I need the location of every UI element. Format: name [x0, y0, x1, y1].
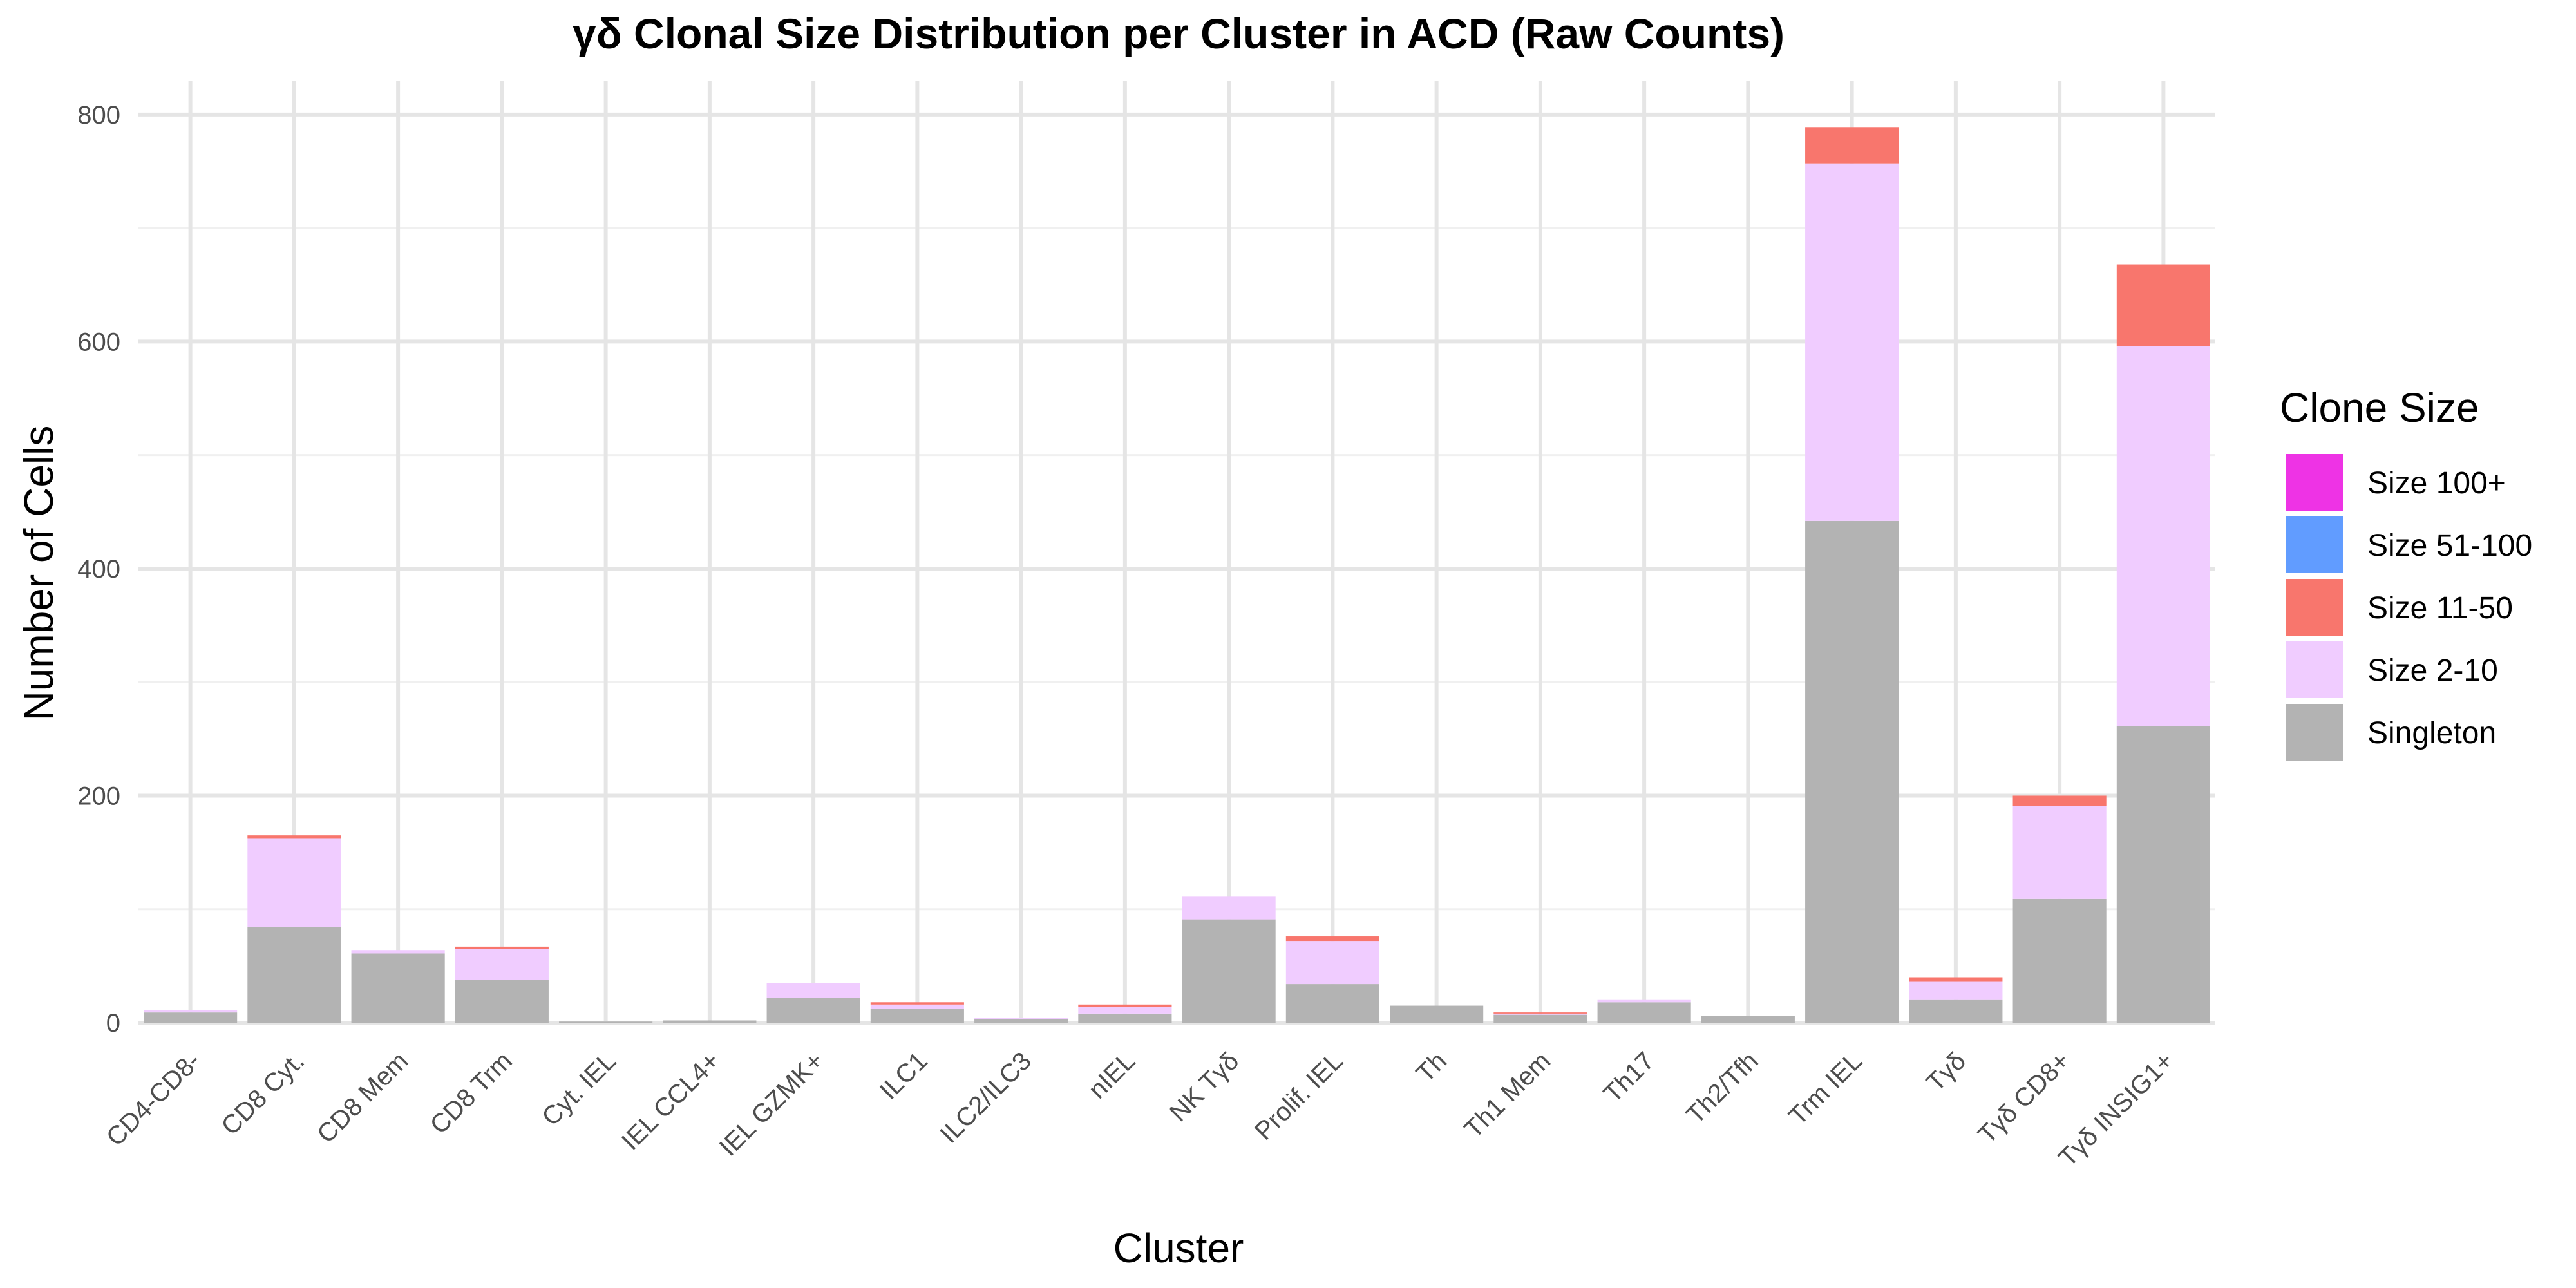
y-axis-title: Number of Cells: [15, 426, 62, 721]
bar-singleton-2: [351, 953, 445, 1023]
x-tick-label: Tγδ: [1921, 1046, 1971, 1097]
bar-size-2-10-19: [2116, 346, 2210, 726]
bar-singleton-0: [144, 1012, 238, 1023]
x-tick-label: nIEL: [1083, 1046, 1141, 1104]
bars: [144, 127, 2210, 1023]
y-axis-ticks: 0 200 400 600 800: [77, 101, 120, 1037]
legend: Clone Size Size 100+ Size 51-100 Size 11-5…: [2280, 384, 2532, 761]
bar-size-11-50-17: [1909, 977, 2003, 982]
bar-size-11-50-9: [1078, 1004, 1172, 1007]
legend-label: Size 2-10: [2367, 654, 2498, 688]
bar-size-11-50-1: [247, 835, 341, 839]
bar-size-2-10-2: [351, 950, 445, 954]
bar-singleton-14: [1597, 1002, 1691, 1023]
bar-singleton-3: [455, 980, 549, 1023]
legend-label: Singleton: [2367, 716, 2496, 750]
y-tick-label: 600: [77, 328, 120, 356]
y-tick-label: 400: [77, 555, 120, 583]
chart-title: γδ Clonal Size Distribution per Cluster …: [573, 10, 1785, 57]
bar-size-11-50-3: [455, 946, 549, 949]
bar-singleton-6: [766, 998, 860, 1023]
bar-size-11-50-7: [870, 1002, 964, 1005]
y-tick-label: 800: [77, 101, 120, 129]
bar-size-2-10-8: [974, 1018, 1068, 1019]
bar-size-2-10-17: [1909, 981, 2003, 1000]
bar-singleton-7: [870, 1009, 964, 1023]
bar-singleton-13: [1493, 1014, 1587, 1023]
legend-swatch-size-100-: [2286, 454, 2343, 511]
bar-size-11-50-18: [2012, 795, 2107, 806]
bar-singleton-4: [559, 1021, 653, 1023]
x-axis-ticks: CD4-CD8- CD8 Cyt. CD8 Mem CD8 Trm Cyt. IELIE…: [101, 1046, 2179, 1172]
legend-label: Size 11-50: [2367, 591, 2513, 625]
bar-singleton-18: [2012, 898, 2107, 1023]
x-tick-label: CD8 Cyt.: [216, 1046, 310, 1141]
bar-size-2-10-3: [455, 949, 549, 980]
bar-singleton-1: [247, 927, 341, 1023]
legend-swatch-size-2-10: [2286, 641, 2343, 698]
bar-singleton-9: [1078, 1013, 1172, 1023]
x-tick-label: ILC1: [875, 1046, 933, 1105]
bar-size-2-10-10: [1182, 896, 1276, 920]
legend-swatch-size-11-50: [2286, 579, 2343, 636]
bar-size-2-10-13: [1493, 1013, 1587, 1015]
x-tick-label: IEL CCL4+: [616, 1046, 725, 1155]
bar-size-11-50-16: [1805, 127, 1899, 164]
y-tick-label: 0: [106, 1009, 120, 1037]
bar-singleton-10: [1182, 919, 1276, 1023]
bar-size-2-10-11: [1285, 941, 1379, 985]
y-tick-label: 200: [77, 782, 120, 810]
bar-size-11-50-13: [1493, 1012, 1587, 1014]
bar-size-2-10-18: [2012, 806, 2107, 899]
legend-title: Clone Size: [2280, 384, 2479, 431]
x-tick-label: NK Tγδ: [1164, 1046, 1245, 1127]
x-tick-label: Th: [1411, 1046, 1452, 1088]
bar-size-2-10-1: [247, 838, 341, 927]
bar-size-2-10-7: [870, 1004, 964, 1009]
x-tick-label: CD4-CD8-: [101, 1046, 206, 1151]
x-tick-label: Cyt. IEL: [536, 1046, 621, 1132]
bar-size-2-10-0: [144, 1010, 238, 1013]
grid-lines: [138, 80, 2215, 1025]
x-tick-label: CD8 Mem: [312, 1046, 413, 1148]
bar-size-11-50-19: [2116, 264, 2210, 346]
bar-singleton-11: [1285, 984, 1379, 1023]
x-tick-label: IEL GZMK+: [714, 1046, 829, 1162]
legend-swatch-size-51-100: [2286, 516, 2343, 573]
legend-label: Size 100+: [2367, 466, 2506, 500]
x-tick-label: Th17: [1598, 1046, 1660, 1108]
bar-singleton-15: [1701, 1016, 1795, 1023]
x-tick-label: Trm IEL: [1783, 1046, 1868, 1131]
bar-singleton-8: [974, 1019, 1068, 1023]
bar-singleton-17: [1909, 999, 2003, 1023]
bar-singleton-5: [663, 1020, 757, 1023]
bar-size-2-10-16: [1805, 163, 1899, 521]
legend-swatch-singleton: [2286, 704, 2343, 761]
x-tick-label: Prolif. IEL: [1249, 1046, 1349, 1146]
x-tick-label: Tγδ CD8+: [1973, 1046, 2075, 1149]
plot-panel: [138, 80, 2215, 1023]
x-tick-label: Th1 Mem: [1459, 1046, 1557, 1144]
bar-size-2-10-9: [1078, 1007, 1172, 1014]
legend-label: Size 51-100: [2367, 529, 2532, 563]
bar-size-2-10-6: [766, 983, 860, 998]
x-tick-label: ILC2/ILC3: [935, 1046, 1037, 1148]
bar-singleton-16: [1805, 520, 1899, 1023]
bar-size-2-10-14: [1597, 999, 1691, 1003]
bar-size-11-50-11: [1285, 936, 1379, 942]
bar-singleton-12: [1390, 1005, 1484, 1023]
x-tick-label: CD8 Trm: [424, 1046, 517, 1139]
x-tick-label: Th2/Tfh: [1681, 1046, 1764, 1130]
bar-singleton-19: [2116, 726, 2210, 1023]
x-axis-title: Cluster: [1113, 1225, 1244, 1271]
